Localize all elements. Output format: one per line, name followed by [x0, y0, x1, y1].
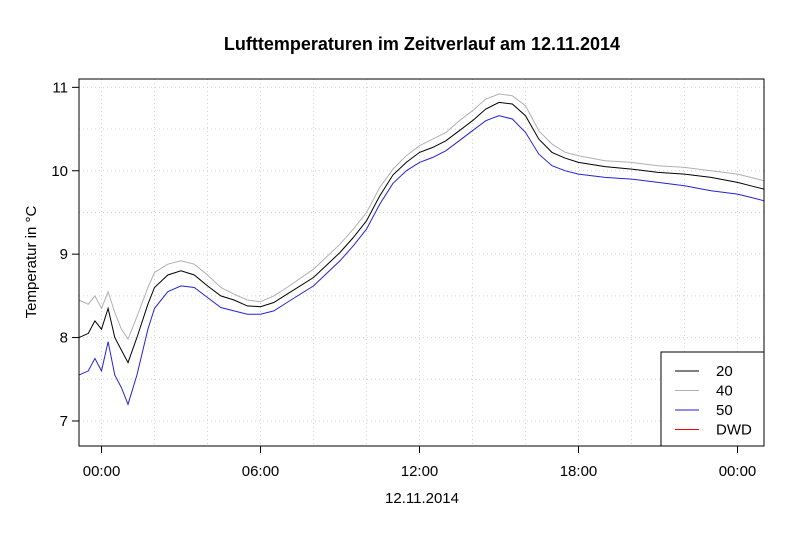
legend-label-50: 50: [716, 402, 733, 419]
x-axis: 00:00 06:00 12:00 18:00 00:00: [83, 446, 757, 480]
y-axis-label: Temperatur in °C: [23, 205, 40, 318]
y-tick-label: 10: [51, 163, 68, 180]
series-line-50: [78, 115, 765, 406]
x-tick-label: 00:00: [719, 463, 757, 480]
x-tick-label: 06:00: [242, 463, 280, 480]
y-tick-label: 11: [52, 79, 68, 96]
series-layer: [78, 93, 765, 406]
x-tick-label: 00:00: [83, 463, 121, 480]
y-tick-label: 9: [60, 246, 68, 263]
x-tick-label: 18:00: [560, 463, 598, 480]
legend: 20 40 50 DWD: [660, 351, 765, 447]
plot-frame: [78, 78, 765, 447]
series-line-40: [78, 93, 765, 341]
y-tick-label: 8: [60, 330, 68, 347]
x-axis-label: 12.11.2014: [385, 490, 459, 507]
legend-label-DWD: DWD: [716, 422, 752, 439]
y-axis: 7 8 9 10 11: [51, 79, 79, 430]
legend-label-40: 40: [716, 383, 733, 400]
legend-label-20: 20: [716, 363, 733, 380]
legend-box: [660, 351, 765, 447]
chart-title: Lufttemperaturen im Zeitverlauf am 12.11…: [224, 34, 620, 54]
series-line-20: [78, 101, 765, 364]
x-tick-label: 12:00: [401, 463, 439, 480]
y-tick-label: 7: [60, 413, 68, 430]
